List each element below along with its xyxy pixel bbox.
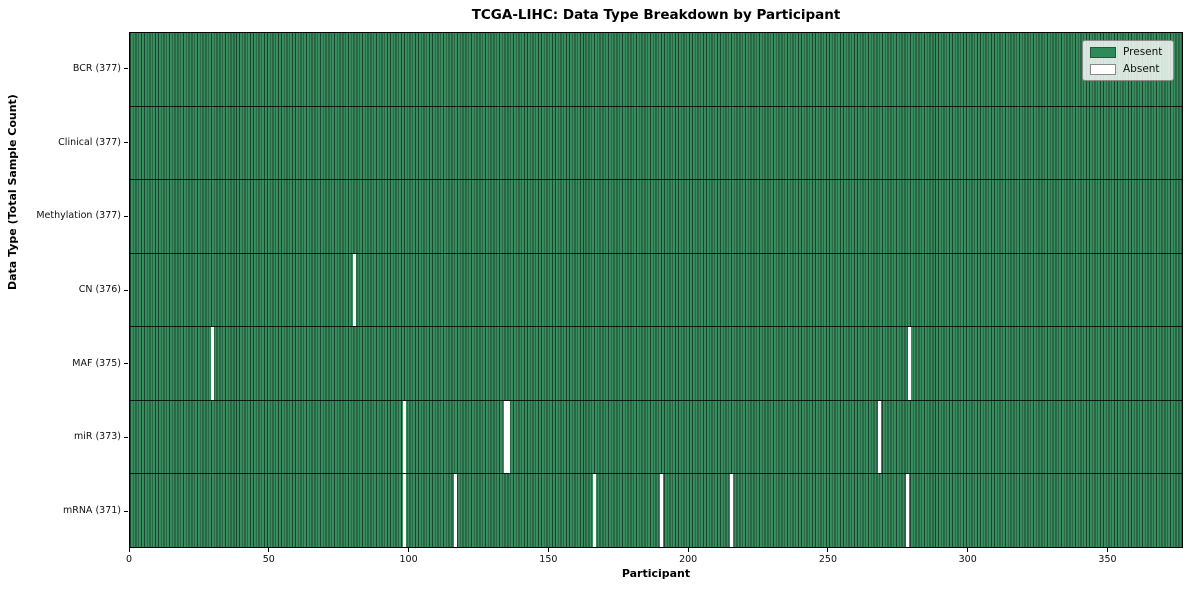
x-tick-label: 0: [125, 554, 133, 565]
y-tick-mark: [124, 363, 128, 365]
x-tick-label: 100: [399, 554, 418, 565]
y-tick-mark: [124, 68, 128, 70]
y-tick-label: MAF (375): [72, 357, 121, 369]
y-tick-label: Methylation (377): [36, 210, 121, 222]
y-tick-mark: [124, 510, 128, 512]
x-tick-mark: [128, 548, 130, 552]
legend: Present Absent: [1082, 40, 1174, 81]
plot-area: [129, 32, 1183, 548]
y-axis-label: Data Type (Total Sample Count): [6, 94, 19, 290]
y-tick-label: Clinical (377): [58, 136, 121, 148]
absent-cell: [660, 474, 664, 548]
y-tick-mark: [124, 436, 128, 438]
x-tick-mark: [967, 548, 969, 552]
absent-cell: [593, 474, 597, 548]
legend-item-absent: Absent: [1090, 63, 1165, 75]
legend-swatch-present: [1090, 46, 1116, 58]
chart-title: TCGA-LIHC: Data Type Breakdown by Partic…: [471, 7, 841, 23]
x-tick-mark: [547, 548, 549, 552]
absent-cell: [353, 253, 357, 327]
heatmap-row-miR: [130, 399, 1182, 474]
x-tick-mark: [268, 548, 270, 552]
x-tick-label: 50: [262, 554, 275, 565]
y-tick-mark: [124, 215, 128, 217]
y-tick-label: BCR (377): [72, 62, 121, 74]
x-tick-label: 350: [1098, 554, 1117, 565]
absent-cell: [908, 327, 912, 400]
y-tick-label: mRNA (371): [62, 505, 121, 517]
y-tick-label: CN (376): [78, 284, 121, 295]
legend-swatch-absent: [1090, 63, 1116, 75]
heatmap-row-Methylation: [130, 179, 1182, 253]
x-tick-mark: [408, 548, 410, 552]
y-tick-mark: [124, 142, 128, 144]
heatmap-row-BCR: [130, 33, 1182, 106]
absent-cell: [729, 474, 733, 548]
legend-label: Absent: [1123, 63, 1160, 75]
legend-label: Present: [1123, 46, 1163, 58]
x-tick-mark: [687, 548, 689, 552]
x-tick-label: 150: [539, 554, 558, 565]
heatmap-row-mRNA: [130, 473, 1182, 548]
x-tick-mark: [1107, 548, 1108, 552]
x-axis-label: Participant: [621, 567, 691, 580]
absent-cell: [503, 400, 507, 474]
x-tick-mark: [827, 548, 829, 552]
heatmap-row-CN: [130, 252, 1182, 327]
legend-item-present: Present: [1090, 46, 1165, 58]
absent-cell: [210, 327, 214, 400]
heatmap-row-Clinical: [130, 105, 1182, 180]
x-tick-label: 200: [679, 554, 698, 565]
x-tick-label: 300: [958, 554, 977, 565]
absent-cell: [506, 400, 510, 474]
absent-cell: [905, 474, 909, 548]
absent-cell: [877, 400, 881, 474]
absent-cell: [403, 400, 407, 474]
absent-cell: [453, 474, 457, 548]
heatmap-row-MAF: [130, 326, 1182, 400]
y-tick-label: miR (373): [73, 431, 121, 443]
absent-cell: [403, 474, 407, 548]
y-tick-mark: [124, 289, 128, 291]
x-tick-label: 250: [818, 554, 837, 565]
